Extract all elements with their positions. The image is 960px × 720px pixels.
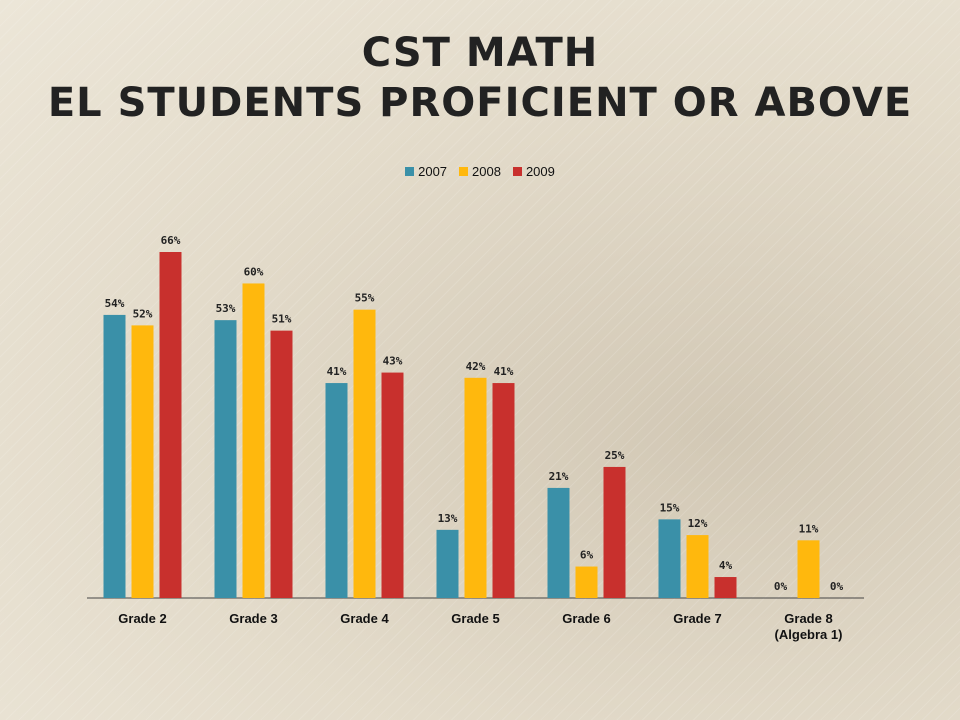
data-label-2009-4: 25% <box>605 449 625 462</box>
data-label-2008-6: 11% <box>799 522 819 535</box>
category-label-1-0: Grade 3 <box>229 611 277 626</box>
bar-2007-3 <box>436 529 459 598</box>
data-label-2009-1: 51% <box>272 313 292 326</box>
category-label-0-0: Grade 2 <box>118 611 166 626</box>
category-label-6-1: (Algebra 1) <box>775 627 843 642</box>
bar-2009-2 <box>381 372 404 598</box>
bar-2008-6 <box>797 540 820 598</box>
legend-swatch-2009 <box>512 167 522 176</box>
data-label-2007-4: 21% <box>549 470 569 483</box>
data-label-2007-0: 54% <box>105 297 125 310</box>
data-label-2008-1: 60% <box>244 265 264 278</box>
legend-item-2008: 2008 <box>459 164 501 179</box>
bar-2009-4 <box>603 466 626 598</box>
data-label-2009-3: 41% <box>494 365 514 378</box>
title-line-2: EL Students Proficient or Above <box>47 80 913 126</box>
category-label-5-0: Grade 7 <box>673 611 721 626</box>
legend-label-2007: 2007 <box>418 164 448 179</box>
data-label-2008-4: 6% <box>580 549 594 562</box>
bar-2007-4 <box>547 487 570 598</box>
data-label-2008-2: 55% <box>355 292 375 305</box>
data-label-2009-2: 43% <box>383 355 403 368</box>
legend-swatch-2007 <box>405 167 415 176</box>
data-label-2009-0: 66% <box>161 234 181 247</box>
data-label-2007-2: 41% <box>327 365 347 378</box>
data-label-2007-6: 0% <box>774 580 788 593</box>
legend-item-2009: 2009 <box>512 164 555 179</box>
bar-2008-5 <box>686 535 709 598</box>
legend-label-2008: 2008 <box>472 164 501 179</box>
data-label-2007-3: 13% <box>438 512 458 525</box>
data-label-2007-1: 53% <box>216 302 236 315</box>
title-line-1: CST Math <box>361 30 599 76</box>
chart-legend: 2007 2008 2009 <box>0 164 960 179</box>
category-label-3-0: Grade 5 <box>451 611 499 626</box>
category-label-4-0: Grade 6 <box>562 611 610 626</box>
bar-2008-0 <box>131 325 154 598</box>
bar-2008-1 <box>242 283 265 598</box>
bar-2007-2 <box>325 383 348 598</box>
bar-2007-1 <box>214 320 237 598</box>
data-label-2007-5: 15% <box>660 501 680 514</box>
category-label-2-0: Grade 4 <box>340 611 389 626</box>
data-label-2009-6: 0% <box>830 580 844 593</box>
category-label-6-0: Grade 8 <box>784 611 832 626</box>
bar-2009-3 <box>492 383 515 598</box>
data-label-2008-5: 12% <box>688 517 708 530</box>
bar-2008-4 <box>575 566 598 598</box>
bar-2009-1 <box>270 330 293 598</box>
legend-label-2009: 2009 <box>525 164 555 179</box>
data-label-2008-0: 52% <box>133 307 153 320</box>
data-label-2009-5: 4% <box>719 559 733 572</box>
bar-2007-0 <box>103 314 126 598</box>
bar-2007-5 <box>658 519 681 598</box>
bar-2009-5 <box>714 577 737 598</box>
data-label-2008-3: 42% <box>466 360 486 373</box>
bar-2008-2 <box>353 309 376 598</box>
bar-2009-0 <box>159 252 182 598</box>
legend-swatch-2008 <box>459 167 469 176</box>
legend-item-2007: 2007 <box>405 164 447 179</box>
bar-2008-3 <box>464 377 487 598</box>
slide-title: CST Math EL Students Proficient or Above <box>0 28 960 128</box>
